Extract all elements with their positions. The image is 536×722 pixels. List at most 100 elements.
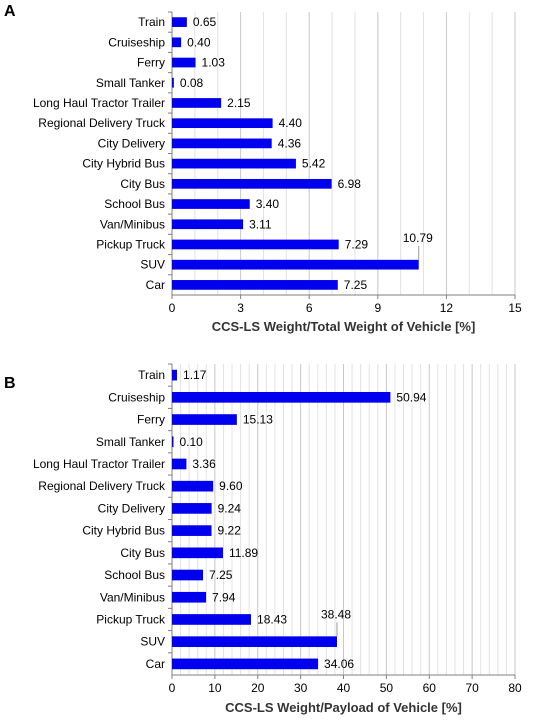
x-tick-label: 9 <box>374 301 381 315</box>
bar <box>172 98 222 108</box>
panel-label: A <box>4 3 16 20</box>
data-label: 7.25 <box>344 278 368 292</box>
bar <box>172 158 296 169</box>
category-label: Small Tanker <box>96 76 165 90</box>
bar <box>172 280 338 290</box>
category-label: Train <box>138 368 165 382</box>
bar <box>172 369 178 381</box>
category-label: Ferry <box>137 413 165 427</box>
panel-label: B <box>4 375 16 392</box>
category-label: Van/Minibus <box>100 217 165 231</box>
category-label: Regional Delivery Truck <box>38 116 166 130</box>
category-label: City Delivery <box>98 501 165 515</box>
x-tick-label: 3 <box>237 301 244 315</box>
x-tick-label: 20 <box>251 681 265 695</box>
x-tick-label: 12 <box>440 301 454 315</box>
category-label: Long Haul Tractor Trailer <box>33 457 165 471</box>
data-label: 0.65 <box>193 15 217 29</box>
x-axis-title: CCS-LS Weight/Total Weight of Vehicle [%… <box>212 319 476 334</box>
data-label: 1.17 <box>183 368 207 382</box>
category-label: City Bus <box>120 177 165 191</box>
category-label: School Bus <box>104 568 165 582</box>
bar <box>172 503 212 514</box>
data-label: 50.94 <box>396 390 426 404</box>
data-label: 34.06 <box>324 657 354 671</box>
x-tick-label: 6 <box>306 301 313 315</box>
data-label: 0.08 <box>180 76 204 90</box>
category-label: Van/Minibus <box>100 590 165 604</box>
data-label: 7.94 <box>212 590 236 604</box>
bar <box>172 458 187 470</box>
data-label: 10.79 <box>403 231 433 245</box>
category-label: Car <box>146 278 165 292</box>
data-label: 0.40 <box>187 35 211 49</box>
data-label: 9.24 <box>218 501 242 515</box>
bar <box>172 591 207 603</box>
x-tick-label: 0 <box>169 301 176 315</box>
category-label: SUV <box>140 258 165 272</box>
category-label: Long Haul Tractor Trailer <box>33 96 165 110</box>
bar <box>172 547 223 559</box>
x-tick-label: 60 <box>423 681 437 695</box>
bar <box>172 569 204 581</box>
x-tick-label: 40 <box>337 681 351 695</box>
bar <box>172 391 391 403</box>
x-tick-label: 30 <box>294 681 308 695</box>
category-label: Ferry <box>137 56 165 70</box>
bar <box>172 614 252 625</box>
bar <box>172 658 319 670</box>
x-tick-label: 50 <box>380 681 394 695</box>
data-label: 2.15 <box>227 96 251 110</box>
chart-panel-b: B 0 10 20 30 40 50 60 70 80 CCS-LS Weight/Payload … <box>4 363 522 715</box>
bar <box>172 436 174 448</box>
data-label: 18.43 <box>257 612 287 626</box>
category-label: City Hybrid Bus <box>82 524 165 538</box>
category-label: Car <box>146 657 165 671</box>
data-label: 11.89 <box>229 546 258 560</box>
category-label: Cruiseship <box>108 35 165 49</box>
data-label: 3.11 <box>249 217 272 231</box>
x-tick-label: 70 <box>465 681 479 695</box>
category-label: Small Tanker <box>96 435 165 449</box>
bar <box>172 17 187 27</box>
x-tick-label: 80 <box>508 681 522 695</box>
category-label: City Bus <box>120 546 165 560</box>
category-label: Cruiseship <box>108 390 165 404</box>
x-tick-label: 10 <box>208 681 222 695</box>
category-label: School Bus <box>104 197 165 211</box>
data-label: 38.48 <box>321 607 351 621</box>
bar <box>172 199 250 209</box>
x-tick-label: 0 <box>169 681 176 695</box>
bar <box>172 138 272 149</box>
category-label: Train <box>138 15 165 29</box>
bar <box>172 178 332 189</box>
bar <box>172 118 273 129</box>
category-label: Pickup Truck <box>96 237 166 251</box>
data-label: 1.03 <box>202 56 226 70</box>
data-label: 0.10 <box>180 435 204 449</box>
x-tick-label: 15 <box>508 301 522 315</box>
data-label: 7.25 <box>209 568 233 582</box>
bar <box>172 77 174 88</box>
category-label: SUV <box>140 635 165 649</box>
category-label: Pickup Truck <box>96 612 166 626</box>
bar <box>172 480 214 492</box>
data-label: 7.29 <box>345 237 369 251</box>
data-label: 6.98 <box>338 177 362 191</box>
bar <box>172 239 339 250</box>
bar <box>172 259 419 270</box>
chart-panel-a: A 0 3 6 9 12 15 CCS-LS Weight/Total Weight of V… <box>4 3 522 334</box>
category-label: Regional Delivery Truck <box>38 479 166 493</box>
data-label: 5.42 <box>302 157 326 171</box>
data-label: 15.13 <box>243 413 273 427</box>
bar <box>172 414 237 425</box>
data-label: 4.36 <box>278 136 302 150</box>
data-label: 9.22 <box>218 524 242 538</box>
data-label: 9.60 <box>219 479 243 493</box>
bar <box>172 219 244 230</box>
bar <box>172 525 212 536</box>
data-label: 3.40 <box>256 197 280 211</box>
bar <box>172 37 182 48</box>
category-label: City Delivery <box>98 136 165 150</box>
